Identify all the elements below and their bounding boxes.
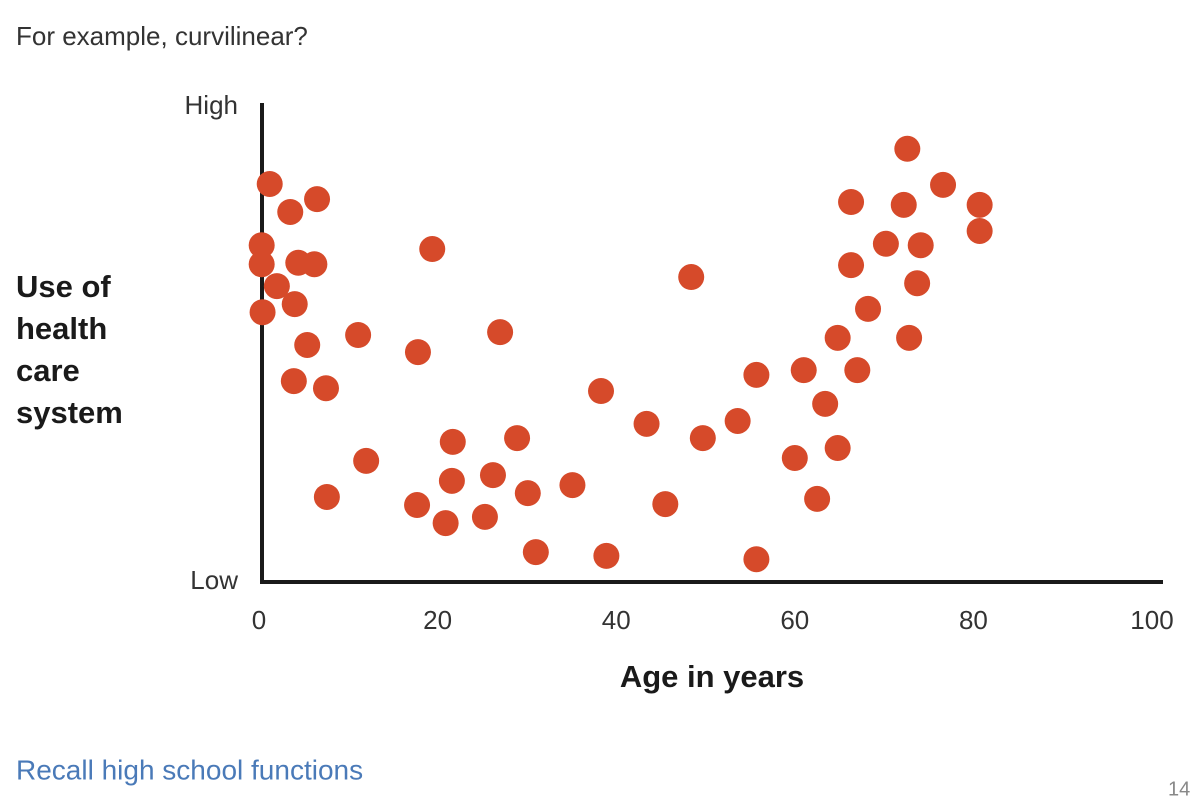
point: [438, 467, 465, 494]
point: [281, 291, 308, 318]
y-tick-label: Low: [190, 565, 238, 595]
slide-text: For example, curvilinear?: [16, 21, 308, 51]
x-axis-label: Age in years: [620, 659, 804, 694]
point: [743, 546, 770, 573]
point: [689, 425, 716, 452]
point: [652, 491, 679, 518]
point: [894, 135, 921, 162]
x-tick-label: 20: [423, 605, 452, 635]
point: [248, 232, 275, 259]
point: [678, 264, 705, 291]
point: [838, 252, 865, 279]
y-axis-label: Use of health care system: [16, 269, 123, 430]
point: [824, 435, 851, 462]
x-tick-label: 80: [959, 605, 988, 635]
point: [844, 357, 871, 384]
point: [855, 295, 882, 322]
link[interactable]: Recall high school functions: [16, 754, 363, 785]
point: [249, 299, 276, 326]
point: [812, 390, 839, 417]
point: [471, 503, 498, 530]
point: [419, 236, 446, 263]
point: [890, 191, 917, 218]
point: [790, 357, 817, 384]
point: [872, 230, 899, 257]
point: [479, 462, 506, 489]
point: [256, 170, 283, 197]
point: [930, 171, 957, 198]
point: [301, 251, 328, 278]
point: [277, 198, 304, 225]
point: [781, 445, 808, 472]
point: [248, 251, 275, 278]
point: [487, 319, 514, 346]
point: [633, 410, 660, 437]
point: [439, 428, 466, 455]
point: [304, 186, 331, 213]
point: [966, 217, 993, 244]
point: [263, 273, 290, 300]
point: [907, 232, 934, 259]
point: [588, 378, 615, 405]
point: [404, 492, 431, 519]
point: [312, 375, 339, 402]
point: [522, 539, 549, 566]
point: [896, 324, 923, 351]
point: [824, 324, 851, 351]
point: [743, 361, 770, 388]
point: [404, 339, 431, 366]
x-tick-label: 0: [252, 605, 266, 635]
point: [432, 510, 459, 537]
point: [280, 368, 307, 395]
point: [966, 191, 993, 218]
point: [313, 483, 340, 510]
point: [504, 425, 531, 452]
point: [593, 542, 620, 569]
x-tick-label: 60: [780, 605, 809, 635]
point: [353, 447, 380, 474]
point: [904, 270, 931, 297]
x-tick-label: 100: [1130, 605, 1173, 635]
point: [804, 485, 831, 512]
y-tick-label: High: [185, 90, 238, 120]
point: [345, 322, 372, 348]
page-number: 14: [1168, 778, 1190, 800]
point: [514, 480, 541, 507]
point: [838, 189, 865, 215]
point: [724, 407, 751, 434]
point: [559, 472, 586, 499]
point: [294, 331, 321, 358]
x-tick-label: 40: [602, 605, 631, 635]
